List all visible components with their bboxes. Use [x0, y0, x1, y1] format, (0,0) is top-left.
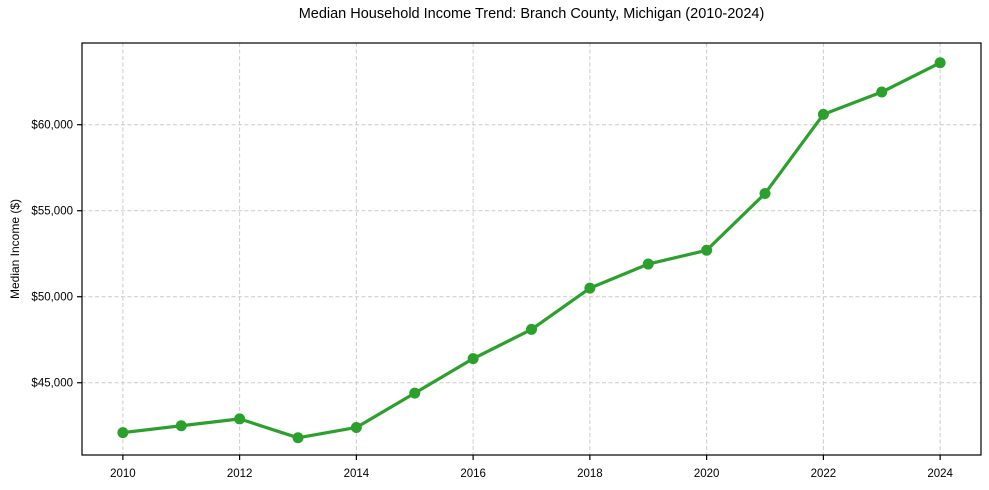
y-tick-label: $55,000: [31, 206, 73, 218]
data-point-2011: [175, 420, 187, 432]
x-tick-label: 2012: [227, 468, 253, 480]
data-point-2023: [876, 86, 888, 98]
y-tick-label: $60,000: [31, 120, 73, 132]
data-point-2012: [234, 413, 246, 425]
y-tick-label: $45,000: [31, 378, 73, 390]
data-point-2010: [117, 427, 129, 439]
x-tick-label: 2020: [694, 468, 720, 480]
x-tick-label: 2014: [344, 468, 370, 480]
data-point-2024: [934, 57, 946, 69]
trend-line: [121, 61, 942, 440]
x-tick-label: 2018: [577, 468, 603, 480]
data-point-2014: [350, 421, 362, 433]
x-tick-label: 2024: [927, 468, 953, 480]
y-tick-label: $50,000: [31, 292, 73, 304]
data-point-2019: [642, 258, 654, 270]
data-point-2018: [584, 282, 596, 294]
x-tick-label: 2016: [460, 468, 486, 480]
data-point-2016: [467, 353, 479, 365]
data-point-2015: [409, 387, 421, 399]
data-point-2013: [292, 432, 304, 444]
x-tick-label: 2022: [811, 468, 837, 480]
chart-title: Median Household Income Trend: Branch Co…: [298, 6, 765, 22]
data-point-2017: [526, 323, 537, 335]
data-point-2021: [759, 188, 771, 200]
plot-frame: [81, 42, 982, 456]
data-point-2020: [701, 244, 713, 256]
data-point-2022: [817, 108, 829, 120]
x-tick-label: 2010: [110, 468, 136, 480]
